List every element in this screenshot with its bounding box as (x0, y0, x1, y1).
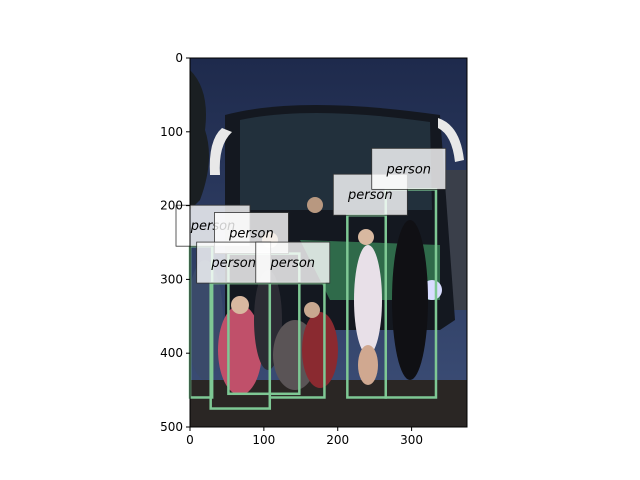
detection-label-bg-3 (255, 241, 331, 284)
x-tick-label: 100 (252, 433, 275, 447)
y-tick-label: 300 (160, 272, 183, 286)
axes-frame (189, 57, 468, 428)
y-tick-label: 100 (160, 125, 183, 139)
x-tick-label: 300 (400, 433, 423, 447)
detection-label-4: person (347, 188, 393, 203)
detection-label-2: person (210, 256, 256, 271)
y-tick-label: 400 (160, 346, 183, 360)
x-tick-label: 0 (186, 433, 194, 447)
x-axis: 0 100 200 300 (186, 427, 423, 447)
detection-label-5: person (385, 162, 431, 177)
detection-label-bg-5 (371, 147, 447, 190)
y-axis: 0 100 200 300 400 500 (160, 51, 190, 434)
x-tick-label: 200 (326, 433, 349, 447)
y-tick-label: 500 (160, 420, 183, 434)
detection-label-3: person (269, 256, 315, 271)
detection-label-1: person (228, 227, 274, 242)
y-tick-label: 0 (175, 51, 183, 65)
y-tick-label: 200 (160, 199, 183, 213)
